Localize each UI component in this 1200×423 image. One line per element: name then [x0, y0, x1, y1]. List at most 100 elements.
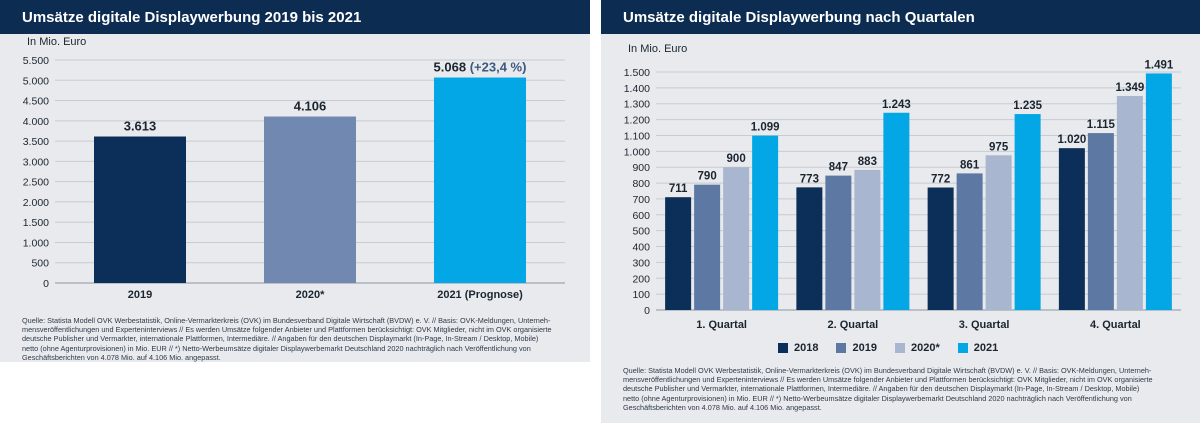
legend-swatch	[957, 343, 968, 353]
legend-label: 2019	[852, 342, 877, 354]
source-line: Geschäftsberichten von 4.078 Mio. auf 4.…	[22, 352, 221, 362]
y-tick-label: 1.200	[624, 115, 650, 127]
bar-value-label: 5.068 (+23,4 %)	[434, 60, 527, 75]
x-category-label: 3. Quartal	[959, 319, 1010, 331]
y-tick-label: 2.500	[23, 177, 49, 189]
bar	[825, 175, 852, 310]
y-tick-label: 1.400	[624, 83, 650, 95]
bar-value-label: 711	[669, 183, 688, 195]
bar-value-label: 1.349	[1115, 82, 1144, 94]
bar-value-label: 4.106	[294, 99, 327, 114]
bar	[927, 187, 954, 310]
value-text: 5.068	[434, 60, 470, 75]
bar	[985, 155, 1012, 310]
bar	[796, 187, 823, 310]
x-category-label: 1. Quartal	[696, 319, 747, 331]
y-tick-label: 3.500	[23, 136, 49, 148]
quarterly-legend: 2018 2019 2020* 2021	[778, 342, 1016, 354]
y-tick-label: 100	[632, 289, 650, 301]
legend-item-2018: 2018	[778, 342, 818, 354]
source-line: Quelle: Statista Modell OVK Werbestatist…	[623, 366, 1152, 375]
bar	[1014, 114, 1041, 311]
bar-value-label: 975	[989, 141, 1009, 153]
bar-value-label: 1.099	[751, 122, 780, 134]
y-axis-unit-label: In Mio. Euro	[27, 36, 86, 48]
y-tick-label: 4.500	[23, 96, 49, 108]
y-tick-label: 1.000	[624, 146, 650, 158]
legend-swatch	[836, 343, 847, 353]
y-tick-label: 1.500	[624, 67, 650, 79]
y-tick-label: 600	[632, 210, 650, 222]
y-tick-label: 1.000	[23, 237, 49, 249]
legend-item-2019: 2019	[836, 342, 877, 354]
bar	[94, 136, 186, 283]
y-tick-label: 500	[31, 258, 49, 270]
bar-value-label: 1.020	[1057, 134, 1086, 146]
bar	[1058, 148, 1085, 310]
legend-swatch	[778, 343, 788, 353]
y-tick-label: 800	[632, 178, 650, 190]
bar-value-label: 1.491	[1144, 59, 1173, 71]
bar	[1116, 95, 1143, 310]
annual-chart-header: Umsätze digitale Displaywerbung 2019 bis…	[0, 0, 590, 34]
bar	[264, 116, 356, 284]
y-tick-label: 500	[632, 226, 650, 238]
quarterly-source-note: Quelle: Statista Modell OVK Werbestatist…	[623, 366, 1153, 412]
annual-source-note: Quelle: Statista Modell OVK Werbestatist…	[22, 316, 552, 362]
bar	[694, 184, 721, 310]
bar-value-label: 1.115	[1087, 119, 1116, 131]
y-tick-label: 1.500	[23, 217, 49, 229]
source-line: deutsche Publisher und Vermarkter, inter…	[623, 384, 1140, 394]
source-line: mensveröffentlichungen und Experteninter…	[22, 325, 552, 335]
quarterly-chart-panel: Umsätze digitale Displaywerbung nach Qua…	[601, 0, 1200, 423]
x-category-label: 2020*	[296, 289, 325, 301]
bar-value-label: 847	[829, 162, 848, 174]
legend-item-2020: 2020*	[894, 342, 940, 354]
bar-value-label: 883	[858, 156, 877, 168]
y-tick-label: 1.300	[624, 99, 650, 111]
bar-value-label: 3.613	[124, 119, 157, 134]
y-tick-label: 4.000	[23, 116, 49, 128]
legend-label: 2018	[794, 342, 819, 354]
legend-swatch	[894, 343, 905, 353]
y-tick-label: 0	[644, 305, 650, 317]
source-line: netto (ohne Agenturprovisionen) in Mio. …	[623, 393, 1132, 403]
growth-annotation: (+23,4 %)	[470, 60, 527, 75]
quarterly-chart-header: Umsätze digitale Displaywerbung nach Qua…	[601, 0, 1200, 34]
bar	[883, 112, 910, 310]
y-tick-label: 5.000	[23, 75, 49, 87]
x-category-label: 2021 (Prognose)	[437, 289, 523, 301]
source-line: deutsche Publisher und Vermarkter, inter…	[22, 334, 539, 344]
bar-value-label: 861	[960, 159, 980, 171]
bar-value-label: 773	[800, 173, 819, 185]
y-tick-label: 700	[632, 194, 650, 206]
bar	[1087, 133, 1114, 310]
source-line: netto (ohne Agenturprovisionen) in Mio. …	[22, 343, 531, 353]
legend-label: 2020*	[910, 342, 940, 354]
annual-chart-title: Umsätze digitale Displaywerbung 2019 bis…	[22, 9, 362, 26]
quarterly-bar-chart: In Mio. Euro 0 100 200 300 400 500 600 700 800 900…	[624, 43, 1181, 331]
y-axis-unit-label: In Mio. Euro	[628, 43, 687, 55]
bar	[434, 77, 526, 283]
bar	[723, 167, 750, 310]
y-tick-label: 5.500	[23, 55, 49, 67]
source-line: mensveröffentlichungen und Experteninter…	[623, 375, 1153, 385]
bar	[665, 197, 692, 310]
y-tick-label: 200	[632, 273, 650, 285]
y-tick-label: 0	[43, 278, 49, 290]
bar-value-label: 772	[931, 174, 950, 186]
bar-value-label: 1.235	[1013, 100, 1042, 112]
bar	[956, 173, 983, 310]
x-category-label: 2019	[128, 289, 152, 301]
y-tick-label: 2.000	[23, 197, 49, 209]
source-line: Quelle: Statista Modell OVK Werbestatist…	[22, 316, 551, 325]
bar	[752, 135, 779, 310]
bar-value-label: 1.243	[882, 99, 911, 111]
legend-item-2021: 2021	[957, 342, 999, 354]
y-tick-label: 900	[632, 162, 650, 174]
bar	[1145, 73, 1172, 310]
legend-label: 2021	[973, 342, 999, 354]
quarterly-chart-title: Umsätze digitale Displaywerbung nach Qua…	[623, 9, 975, 26]
bar	[854, 169, 881, 310]
y-tick-label: 1.100	[624, 130, 650, 142]
